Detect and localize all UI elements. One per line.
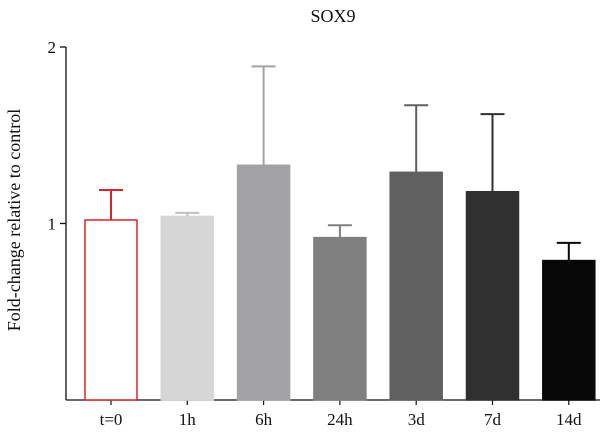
y-tick-label: 1 xyxy=(48,215,57,234)
x-tick-label: 24h xyxy=(327,410,353,429)
x-tick-label: t=0 xyxy=(100,410,123,429)
bar-7d xyxy=(465,190,520,401)
bar-3d xyxy=(389,171,443,401)
x-tick-label: 7d xyxy=(484,410,502,429)
tick-labels: 1 2 t=0 1h 6h 24h 3d 7d 14d xyxy=(48,38,583,429)
bar-t=0 xyxy=(84,219,138,401)
bar-1h xyxy=(160,215,215,401)
x-tick-label: 3d xyxy=(408,410,426,429)
y-axis-label: Fold-change relative to control xyxy=(4,109,24,331)
chart-title: SOX9 xyxy=(310,6,355,26)
x-tick-label: 1h xyxy=(179,410,197,429)
x-tick-label: 14d xyxy=(556,410,582,429)
bars xyxy=(84,164,596,401)
bar-6h xyxy=(236,164,291,401)
x-tick-label: 6h xyxy=(255,410,273,429)
error-bars xyxy=(99,65,581,261)
bar-24h xyxy=(313,236,367,401)
bar-14d xyxy=(542,259,596,401)
y-tick-label: 2 xyxy=(48,38,57,57)
